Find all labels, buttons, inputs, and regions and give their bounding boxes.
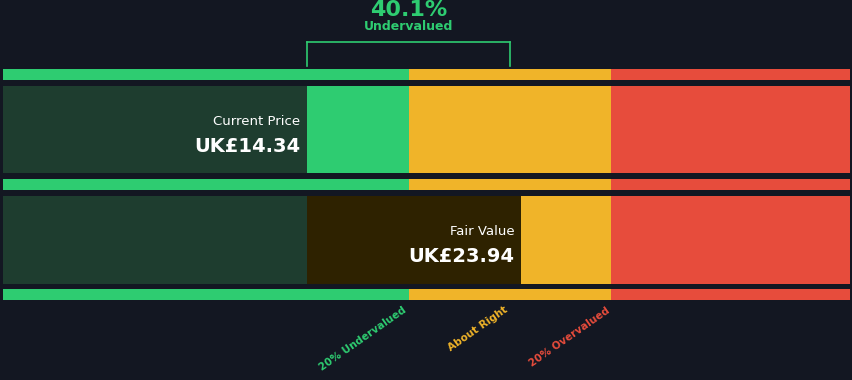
Text: Undervalued: Undervalued	[363, 20, 452, 33]
Bar	[611, 289, 849, 300]
Bar	[306, 196, 520, 283]
Text: 20% Undervalued: 20% Undervalued	[318, 305, 408, 373]
Bar	[408, 179, 611, 190]
Text: Fair Value: Fair Value	[449, 225, 514, 238]
Bar	[408, 86, 611, 173]
Text: UK£23.94: UK£23.94	[408, 247, 514, 266]
Text: Current Price: Current Price	[213, 115, 300, 128]
Text: About Right: About Right	[446, 305, 509, 353]
Bar	[611, 179, 849, 190]
Bar	[3, 69, 408, 80]
Bar	[611, 196, 849, 283]
Bar	[611, 86, 849, 173]
Bar	[408, 196, 611, 283]
Bar	[408, 289, 611, 300]
Bar	[3, 196, 408, 283]
Bar	[3, 86, 306, 173]
Bar	[611, 69, 849, 80]
Bar	[3, 86, 408, 173]
Text: UK£14.34: UK£14.34	[194, 137, 300, 156]
Text: 20% Overvalued: 20% Overvalued	[527, 305, 611, 368]
Bar	[3, 196, 509, 283]
Text: 40.1%: 40.1%	[369, 0, 446, 20]
Bar	[408, 69, 611, 80]
Bar	[3, 179, 408, 190]
Bar	[3, 289, 408, 300]
